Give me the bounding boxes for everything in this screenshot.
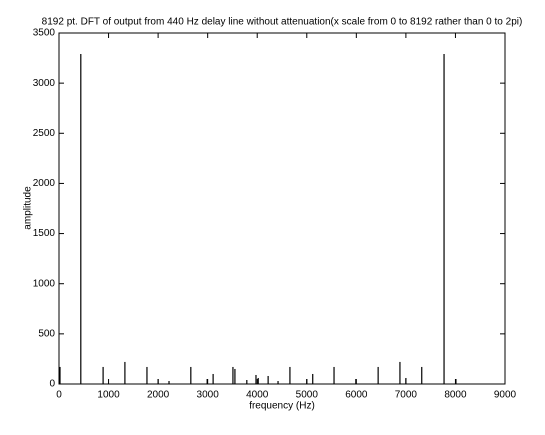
x-tick-label: 4000 xyxy=(246,390,269,401)
x-tick-label: 5000 xyxy=(296,390,319,401)
y-tick-label: 2000 xyxy=(33,178,56,189)
chart-title: 8192 pt. DFT of output from 440 Hz delay… xyxy=(42,17,523,28)
y-tick-label: 1500 xyxy=(33,228,56,239)
x-tick-label: 7000 xyxy=(395,390,418,401)
y-tick-label: 0 xyxy=(49,379,55,390)
plot-frame xyxy=(58,32,506,385)
y-tick-label: 1000 xyxy=(33,278,56,289)
x-tick-label: 9000 xyxy=(494,390,517,401)
y-tick-label: 500 xyxy=(38,328,55,339)
x-axis-label: frequency (Hz) xyxy=(249,401,315,412)
x-tick-label: 0 xyxy=(56,390,62,401)
y-tick-label: 2500 xyxy=(33,128,56,139)
x-tick-label: 6000 xyxy=(345,390,368,401)
x-tick-label: 8000 xyxy=(444,390,467,401)
y-tick-label: 3500 xyxy=(33,28,56,39)
x-tick-label: 1000 xyxy=(97,390,120,401)
y-tick-label: 3000 xyxy=(33,78,56,89)
x-tick-label: 3000 xyxy=(197,390,220,401)
x-tick-label: 2000 xyxy=(147,390,170,401)
y-axis-label: amplitude xyxy=(23,186,34,230)
